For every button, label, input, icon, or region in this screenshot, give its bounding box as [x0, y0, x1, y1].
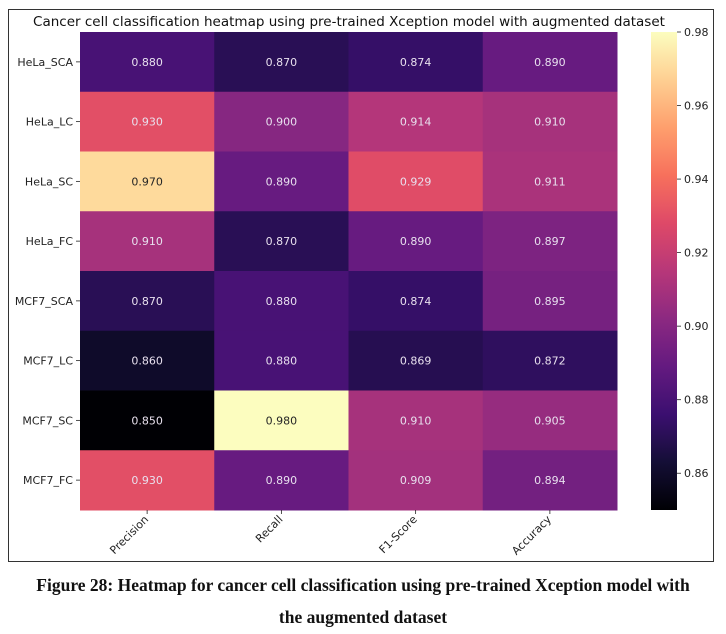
- heatmap-cell: [80, 450, 215, 511]
- cell-value-label: 0.894: [534, 474, 566, 487]
- cell-value-label: 0.870: [266, 56, 298, 69]
- heatmap-cell: [214, 330, 349, 391]
- x-tick-label: Recall: [253, 513, 285, 545]
- cell-value-label: 0.880: [266, 295, 298, 308]
- x-tick-label: Precision: [107, 513, 151, 557]
- heatmap-cell: [214, 151, 349, 212]
- cell-value-label: 0.874: [400, 56, 432, 69]
- y-tick-label: MCF7_FC: [23, 474, 73, 487]
- cell-value-label: 0.870: [131, 295, 163, 308]
- heatmap-cell: [348, 390, 484, 451]
- heatmap-cell: [80, 151, 215, 212]
- y-tick-label: MCF7_SC: [22, 414, 73, 427]
- y-tick-label: HeLa_SCA: [17, 56, 73, 69]
- heatmap-cell: [482, 330, 618, 391]
- y-tick-label: HeLa_FC: [26, 235, 74, 248]
- cell-value-label: 0.914: [400, 116, 432, 129]
- cell-value-label: 0.910: [131, 235, 163, 248]
- x-tick-label: F1-Score: [377, 513, 420, 556]
- cell-value-label: 0.911: [534, 175, 566, 188]
- cell-value-label: 0.897: [534, 235, 566, 248]
- heatmap-cell: [482, 32, 618, 93]
- cell-value-label: 0.929: [400, 175, 432, 188]
- heatmap-cell: [482, 450, 618, 511]
- heatmap-cell: [80, 271, 215, 332]
- y-tick-label: HeLa_SC: [25, 175, 73, 188]
- figure-caption-line1: Figure 28: Heatmap for cancer cell class…: [36, 575, 690, 595]
- cell-value-label: 0.895: [534, 295, 566, 308]
- colorbar-tick-label: 0.88: [684, 394, 709, 407]
- cell-value-label: 0.890: [266, 175, 298, 188]
- y-tick-label: HeLa_LC: [26, 116, 74, 129]
- cell-value-label: 0.910: [400, 414, 432, 427]
- cell-value-label: 0.880: [131, 56, 163, 69]
- heatmap-cell: [214, 390, 349, 451]
- heatmap-chart: Cancer cell classification heatmap using…: [15, 14, 709, 558]
- colorbar-tick-label: 0.90: [684, 320, 709, 333]
- heatmap-cell: [482, 91, 618, 152]
- heatmap-cell: [348, 91, 484, 152]
- heatmap-cell: [80, 211, 215, 272]
- cell-value-label: 0.930: [131, 474, 163, 487]
- heatmap-cell: [482, 211, 618, 272]
- colorbar-tick-label: 0.94: [684, 173, 709, 186]
- colorbar-tick-label: 0.96: [684, 100, 709, 113]
- chart-title: Cancer cell classification heatmap using…: [33, 14, 665, 30]
- colorbar-tick-label: 0.98: [684, 26, 709, 39]
- heatmap-cell: [214, 211, 349, 272]
- heatmap-cell: [348, 211, 484, 272]
- x-axis-labels: Precision Recall F1-Score Accuracy: [107, 510, 554, 558]
- cell-value-label: 0.890: [266, 474, 298, 487]
- cell-value-label: 0.909: [400, 474, 432, 487]
- heatmap-cell: [214, 91, 349, 152]
- heatmap-cell: [348, 271, 484, 332]
- cell-value-label: 0.872: [534, 355, 566, 368]
- colorbar-tick-label: 0.92: [684, 247, 709, 260]
- heatmap-cell: [80, 91, 215, 152]
- cell-value-label: 0.930: [131, 116, 163, 129]
- y-tick-label: MCF7_LC: [23, 355, 73, 368]
- heatmap-cell: [482, 390, 618, 451]
- cell-value-label: 0.870: [266, 235, 298, 248]
- cell-value-label: 0.869: [400, 355, 432, 368]
- cell-value-label: 0.860: [131, 355, 163, 368]
- heatmap-cell: [348, 450, 484, 511]
- heatmap-cells: 0.880 0.870 0.874 0.890 0.930 0.900 0.914 0.910…: [80, 32, 618, 511]
- heatmap-cell: [482, 151, 618, 212]
- cell-value-label: 0.980: [266, 414, 298, 427]
- heatmap-cell: [348, 330, 484, 391]
- cell-value-label: 0.970: [131, 175, 163, 188]
- y-axis-labels: HeLa_SCA HeLa_LC HeLa_SC HeLa_FC MCF7_SCA MCF…: [15, 56, 80, 487]
- heatmap-cell: [214, 450, 349, 511]
- heatmap-cell: [214, 32, 349, 93]
- colorbar-tick-label: 0.86: [684, 467, 709, 480]
- cell-value-label: 0.880: [266, 355, 298, 368]
- cell-value-label: 0.874: [400, 295, 432, 308]
- cell-value-label: 0.890: [534, 56, 566, 69]
- heatmap-cell: [348, 32, 484, 93]
- heatmap-cell: [80, 32, 215, 93]
- heatmap-cell: [214, 271, 349, 332]
- heatmap-cell: [482, 271, 618, 332]
- figure-frame: [8, 9, 714, 562]
- heatmap-cell: [80, 390, 215, 451]
- colorbar-gradient: [651, 32, 677, 510]
- cell-value-label: 0.900: [266, 116, 298, 129]
- figure-caption-line2: the augmented dataset: [278, 607, 448, 627]
- y-tick-label: MCF7_SCA: [15, 295, 74, 308]
- cell-value-label: 0.905: [534, 414, 566, 427]
- heatmap-cell: [80, 330, 215, 391]
- cell-value-label: 0.910: [534, 116, 566, 129]
- cell-value-label: 0.850: [131, 414, 163, 427]
- colorbar: 0.86 0.88 0.90 0.92 0.94 0.96 0.98: [651, 26, 709, 510]
- x-tick-label: Accuracy: [509, 513, 554, 558]
- cell-value-label: 0.890: [400, 235, 432, 248]
- heatmap-cell: [348, 151, 484, 212]
